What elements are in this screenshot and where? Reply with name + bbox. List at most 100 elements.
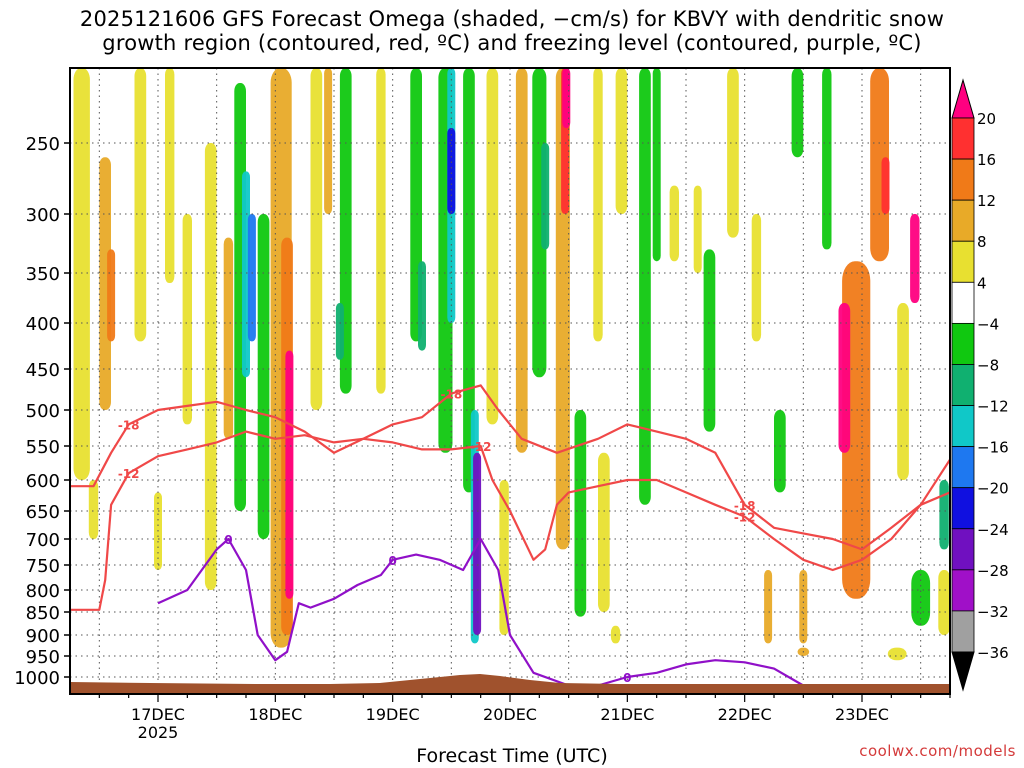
colorbar-label: 12 — [977, 192, 996, 210]
omega-blob — [897, 303, 909, 480]
chart-title-line-2: growth region (contoured, red, ºC) and f… — [102, 31, 922, 55]
contour-label: -18 — [440, 388, 462, 402]
omega-blob — [257, 214, 270, 539]
colorbar-swatch — [951, 405, 975, 448]
colorbar-swatch — [951, 487, 975, 530]
contour-label: 0 — [224, 533, 232, 547]
colorbar-swatch — [951, 117, 975, 160]
y-tick-label: 800 — [26, 581, 60, 602]
omega-blob — [182, 214, 192, 425]
omega-blob — [335, 303, 344, 360]
contour-label: -18 — [734, 499, 756, 513]
omega-blob — [88, 480, 99, 539]
y-axis: 2503003504004505005506006507007508008509… — [14, 134, 70, 689]
omega-blob — [247, 214, 256, 342]
omega-blob — [938, 570, 950, 635]
omega-blob — [515, 68, 528, 453]
omega-blob — [703, 249, 716, 432]
omega-blob — [574, 410, 587, 617]
contour-dgz_-12_lower — [70, 430, 950, 611]
x-tick-label: 22DEC — [718, 705, 772, 724]
omega-blob — [910, 214, 920, 303]
contour-freezing_level — [157, 537, 804, 687]
omega-blob — [615, 68, 628, 214]
omega-blob — [324, 68, 333, 214]
colorbar-swatch — [951, 610, 975, 653]
colorbar-label: −20 — [977, 480, 1009, 498]
omega-blob — [774, 410, 786, 493]
omega-blob — [764, 570, 773, 644]
colorbar-label: −16 — [977, 439, 1009, 457]
omega-blob — [939, 480, 949, 550]
omega-blob — [822, 68, 832, 250]
x-tick-label: 18DEC — [248, 705, 302, 724]
omega-blob — [134, 68, 147, 342]
x-tick-label: 23DEC — [835, 705, 889, 724]
omega-blob — [99, 157, 111, 410]
colorbar-swatch — [951, 281, 975, 324]
x-axis-title: Forecast Time (UTC) — [416, 745, 608, 767]
colorbar-label: 4 — [977, 274, 987, 292]
omega-blob — [881, 157, 890, 214]
contour-label: -12 — [118, 467, 140, 481]
omega-blob — [911, 570, 931, 626]
omega-blob — [652, 68, 661, 262]
watermark: coolwx.com/models — [859, 742, 1016, 760]
y-tick-label: 250 — [26, 134, 60, 155]
y-tick-label: 300 — [26, 205, 60, 226]
chart-title-line-1: 2025121606 GFS Forecast Omega (shaded, −… — [79, 7, 945, 31]
omega-blob — [639, 68, 651, 505]
omega-blob — [223, 237, 234, 439]
omega-blob — [799, 570, 808, 644]
omega-blob — [285, 350, 294, 599]
omega-blob — [310, 68, 323, 410]
colorbar-swatch — [951, 364, 975, 406]
colorbar-label: −36 — [977, 644, 1009, 662]
omega-blob — [838, 303, 851, 453]
y-tick-label: 900 — [26, 626, 60, 647]
y-tick-label: 700 — [26, 530, 60, 551]
omega-blob — [751, 214, 762, 342]
y-tick-label: 850 — [26, 603, 60, 624]
colorbar-swatch — [951, 528, 975, 571]
colorbar-swatch — [951, 446, 975, 489]
omega-blob — [499, 480, 509, 635]
y-tick-label: 600 — [26, 471, 60, 492]
x-tick-label: 20DEC — [483, 705, 537, 724]
y-tick-label: 350 — [26, 264, 60, 285]
y-tick-label: 950 — [26, 647, 60, 668]
contour-label: -12 — [470, 440, 492, 454]
y-tick-label: 750 — [26, 556, 60, 577]
x-tick-year: 2025 — [138, 723, 179, 742]
contour-dgz_-18_upper — [70, 384, 950, 551]
y-tick-label: 550 — [26, 437, 60, 458]
y-tick-label: 1000 — [14, 668, 60, 689]
colorbar-top-arrow — [951, 78, 975, 119]
colorbar-swatch — [951, 569, 975, 612]
x-tick-label: 21DEC — [600, 705, 654, 724]
colorbar-label: −28 — [977, 562, 1009, 580]
omega-blob — [669, 185, 679, 262]
x-tick-label: 19DEC — [366, 705, 420, 724]
colorbar-swatch — [951, 199, 975, 242]
colorbar-swatch — [951, 240, 975, 283]
omega-shading — [73, 68, 950, 661]
omega-blob — [376, 68, 386, 394]
colorbar-label: −12 — [977, 398, 1009, 416]
y-tick-label: 500 — [26, 401, 60, 422]
omega-blob — [791, 68, 804, 158]
contour-label: -12 — [734, 511, 756, 525]
omega-blob — [541, 143, 550, 250]
omega-blob — [693, 185, 702, 273]
y-tick-label: 400 — [26, 314, 60, 335]
colorbar-label: −4 — [977, 315, 999, 333]
omega-blob — [73, 68, 90, 480]
omega-blob — [447, 128, 456, 214]
omega-blob — [727, 68, 739, 238]
contour-label: 0 — [388, 554, 396, 568]
omega-blob — [463, 68, 475, 493]
x-tick-label: 17DEC — [131, 705, 185, 724]
